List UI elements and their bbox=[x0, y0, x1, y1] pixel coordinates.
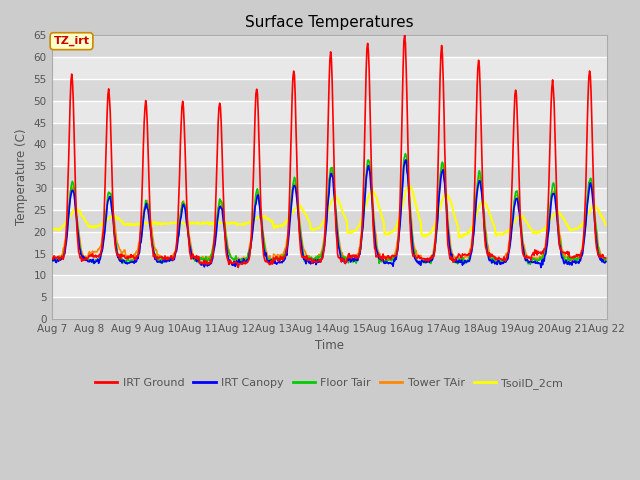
Bar bbox=[52, 253, 607, 276]
Bar bbox=[52, 166, 607, 188]
X-axis label: Time: Time bbox=[315, 339, 344, 352]
Legend: IRT Ground, IRT Canopy, Floor Tair, Tower TAir, TsoilD_2cm: IRT Ground, IRT Canopy, Floor Tair, Towe… bbox=[91, 373, 568, 393]
Bar bbox=[52, 36, 607, 57]
Bar bbox=[52, 210, 607, 232]
Bar bbox=[52, 122, 607, 144]
Title: Surface Temperatures: Surface Temperatures bbox=[245, 15, 413, 30]
Bar bbox=[52, 79, 607, 101]
Y-axis label: Temperature (C): Temperature (C) bbox=[15, 129, 28, 226]
Bar bbox=[52, 297, 607, 319]
Text: TZ_irt: TZ_irt bbox=[54, 36, 90, 47]
